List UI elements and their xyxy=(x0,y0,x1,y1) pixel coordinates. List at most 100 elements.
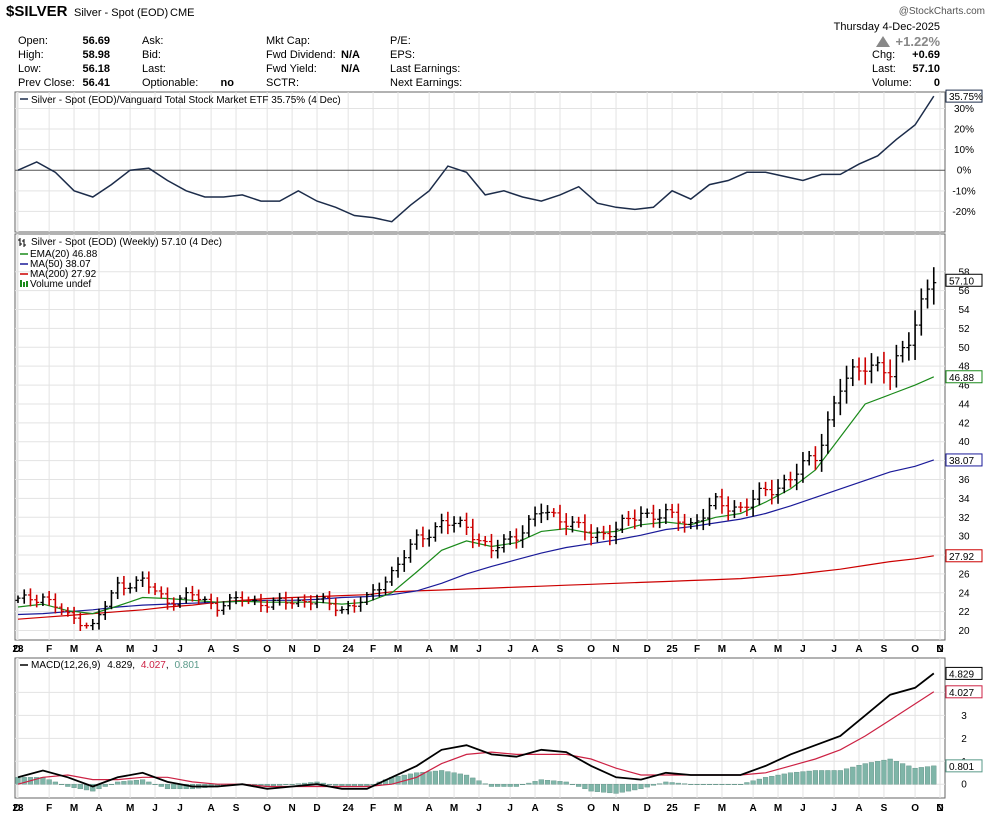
price-bar xyxy=(227,593,233,610)
x-tick-label: M xyxy=(774,803,782,814)
price-bar xyxy=(601,525,607,540)
price-bar xyxy=(65,607,71,617)
macd-hist-bar xyxy=(563,781,569,785)
price-bar xyxy=(781,474,787,494)
stat-label: EPS: xyxy=(390,49,415,61)
stat-value: 58.98 xyxy=(82,49,110,61)
price-bar xyxy=(875,356,881,372)
macd-hist-bar xyxy=(582,784,588,790)
price-bar xyxy=(127,582,133,594)
price-bar xyxy=(613,521,619,545)
y-tick-label: 36 xyxy=(958,475,970,486)
price-bar xyxy=(769,479,775,505)
macd-hist-bar xyxy=(819,770,825,785)
macd-hist-bar xyxy=(152,784,158,785)
x-tick-label: N xyxy=(288,644,295,655)
price-bar xyxy=(513,528,519,549)
macd-hist-bar xyxy=(482,783,488,785)
price-bar xyxy=(657,509,663,529)
macd-hist-bar xyxy=(706,784,713,785)
price-bar xyxy=(152,582,158,596)
x-tick-label: D xyxy=(936,803,943,814)
price-bar xyxy=(46,590,52,606)
macd-hist-bar xyxy=(115,781,121,785)
price-bar xyxy=(140,571,146,587)
macd-hist-bar xyxy=(588,784,594,792)
price-bar xyxy=(893,344,899,388)
x-tick-label: D xyxy=(313,644,320,655)
y-tick-label: 20 xyxy=(958,626,970,637)
header: $SILVER Silver - Spot (EOD) CME @StockCh… xyxy=(6,3,985,89)
price-bar xyxy=(289,598,295,609)
macd-hist-bar xyxy=(158,784,164,787)
price-bar xyxy=(900,340,906,363)
price-bar xyxy=(420,526,426,548)
x-tick-label: A xyxy=(531,803,538,814)
macd-hist-bar xyxy=(912,767,918,785)
x-tick-label: M xyxy=(450,644,458,655)
macd-hist-bar xyxy=(769,775,775,785)
macd-hist-bar xyxy=(700,784,706,785)
macd-hist-bar xyxy=(270,784,277,787)
price-bar xyxy=(775,479,781,504)
macd-hist-bar xyxy=(289,784,295,785)
watermark: @StockCharts.com xyxy=(899,6,985,17)
price-bar xyxy=(476,533,482,547)
macd-hist-bar xyxy=(731,784,738,785)
security-name: Silver - Spot (EOD) xyxy=(74,7,168,19)
stat-label: Next Earnings: xyxy=(390,77,462,89)
macd-hist-bar xyxy=(333,784,339,786)
price-bar xyxy=(59,603,65,616)
macd-hist-bar xyxy=(775,774,781,785)
up-arrow-icon xyxy=(876,36,890,47)
y-tick-label: 50 xyxy=(958,343,970,354)
macd-hist-bar xyxy=(532,781,538,785)
price-bar xyxy=(389,566,395,586)
price-bar xyxy=(358,596,364,612)
macd-hist-bar xyxy=(432,770,438,785)
stat-label: Last Earnings: xyxy=(390,63,460,75)
stat-value: 57.10 xyxy=(912,63,940,75)
macd-hist-bar xyxy=(887,758,893,785)
stat-label: Last: xyxy=(872,63,896,75)
macd-hist-bar xyxy=(52,781,58,785)
price-bar xyxy=(819,433,825,472)
x-tick-label: 23 xyxy=(12,644,24,655)
ema20-last-tag: 46.88 xyxy=(945,370,983,384)
price-bar xyxy=(787,471,793,488)
price-bar xyxy=(831,395,837,427)
stat-value: N/A xyxy=(341,63,360,75)
x-tick-label: A xyxy=(426,644,433,655)
macd-last-tag: 4.829 xyxy=(945,666,983,680)
macd-hist-bar xyxy=(146,781,152,785)
stat-label: Mkt Cap: xyxy=(266,35,310,47)
macd-hist-bar xyxy=(632,784,638,791)
macd-hist-bar xyxy=(781,773,787,785)
macd-hist-bar xyxy=(569,784,576,785)
macd-hist-bar xyxy=(831,770,837,785)
macd-legend-prefix: MACD(12,26,9) xyxy=(31,660,100,671)
price-bar xyxy=(395,557,401,578)
macd-hist-bar xyxy=(46,779,52,785)
hist-last-tag-text: 0.801 xyxy=(949,762,974,773)
price-bar xyxy=(806,450,812,466)
macd-legend-macd: 4.829 xyxy=(107,660,132,671)
price-bar xyxy=(102,601,108,620)
macd-hist-bar xyxy=(439,770,445,785)
price-bar xyxy=(121,575,127,596)
price-bar xyxy=(283,591,289,610)
x-tick-label: 25 xyxy=(667,644,679,655)
macd-hist-bar xyxy=(850,766,856,785)
macd-hist-bar xyxy=(744,782,750,785)
macd-hist-bar xyxy=(171,784,177,790)
price-bar xyxy=(731,500,737,519)
price-bar xyxy=(189,585,195,602)
macd-hist-bar xyxy=(619,784,625,793)
macd-hist-bar xyxy=(900,763,906,785)
stat-label: Low: xyxy=(18,63,41,75)
price-bar xyxy=(308,595,314,611)
y-tick-label: -10% xyxy=(952,186,975,197)
macd-hist-bar xyxy=(121,781,127,785)
macd-hist-bar xyxy=(576,784,582,787)
axes: DD2323FFMMAAMMJJJJAASSOONNDD2424FFMMAAMM… xyxy=(12,89,983,814)
